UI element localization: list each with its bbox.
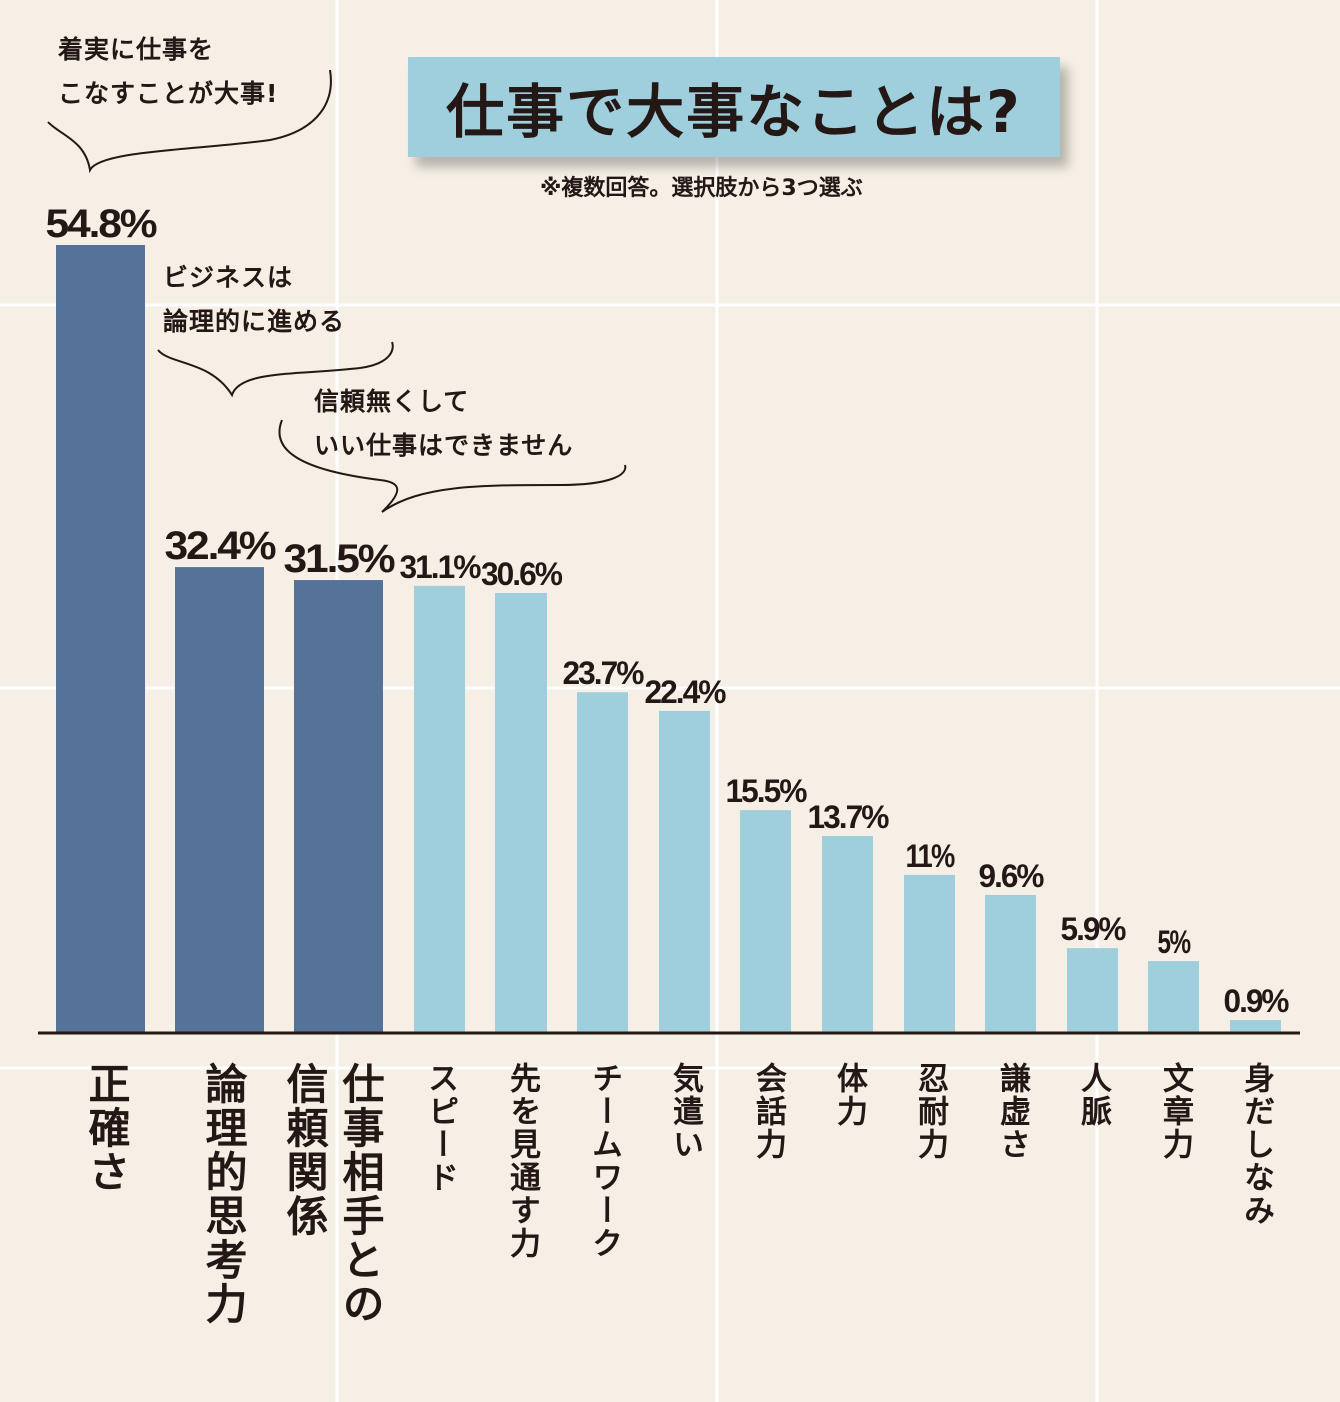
bar (1230, 1020, 1281, 1033)
annotation-trust: 信頼無くして いい仕事はできません (314, 387, 574, 460)
category-label: チームワーク (586, 1062, 622, 1260)
category-label: 先を見通す力 (504, 1062, 540, 1260)
value-label: 5.9% (1061, 911, 1127, 947)
chart-title: 仕事で大事なことは? (446, 78, 1022, 146)
bar (577, 692, 628, 1033)
category-label: 人脈 (1075, 1062, 1111, 1128)
callout-curve (278, 419, 627, 513)
value-label: 31.1% (400, 549, 482, 585)
category-label: 気遣い (667, 1062, 703, 1161)
value-label: 54.8% (46, 202, 158, 246)
bar (985, 894, 1036, 1033)
bar (740, 810, 791, 1033)
title-banner: 仕事で大事なことは? (408, 57, 1060, 157)
annotation-logical: ビジネスは 論理的に進める (163, 263, 346, 336)
value-label: 5% (1158, 924, 1191, 960)
category-label: 身だしなみ (1238, 1062, 1274, 1227)
category-label: 忍耐力 (912, 1062, 948, 1161)
bar (659, 710, 710, 1033)
value-label: 9.6% (979, 858, 1045, 894)
bar (294, 580, 383, 1033)
category-label: 論理的思考力 (199, 1062, 248, 1326)
annotation-accuracy: 着実に仕事を こなすことが大事! (58, 35, 279, 108)
bar (414, 585, 465, 1033)
bar (1067, 948, 1118, 1033)
category-label: 謙虚さ (994, 1062, 1030, 1161)
bar (56, 245, 145, 1033)
bar (495, 592, 547, 1033)
value-label: 32.4% (165, 524, 277, 568)
value-label: 11% (906, 838, 955, 874)
category-label: 会話力 (750, 1062, 786, 1161)
category-label: 仕事相手との 信頼関係 (280, 1062, 385, 1326)
value-label: 22.4% (645, 674, 727, 710)
bar (822, 836, 873, 1033)
value-label: 15.5% (726, 773, 808, 809)
category-label: 文章力 (1157, 1062, 1193, 1161)
category-label: 正確さ (82, 1062, 131, 1194)
callout-curve (47, 69, 332, 174)
bar (175, 567, 264, 1033)
chart-subtitle: ※複数回答。選択肢から3つ選ぶ (540, 176, 863, 201)
value-label: 13.7% (808, 799, 890, 835)
category-label: 体力 (831, 1062, 867, 1128)
bar (1148, 961, 1199, 1033)
bar (904, 874, 955, 1033)
value-label: 0.9% (1224, 983, 1290, 1019)
value-label: 31.5% (284, 537, 396, 581)
value-label: 23.7% (563, 655, 645, 691)
callout-curve (157, 341, 394, 398)
category-label: スピード (422, 1062, 458, 1194)
value-label: 30.6% (481, 556, 563, 592)
